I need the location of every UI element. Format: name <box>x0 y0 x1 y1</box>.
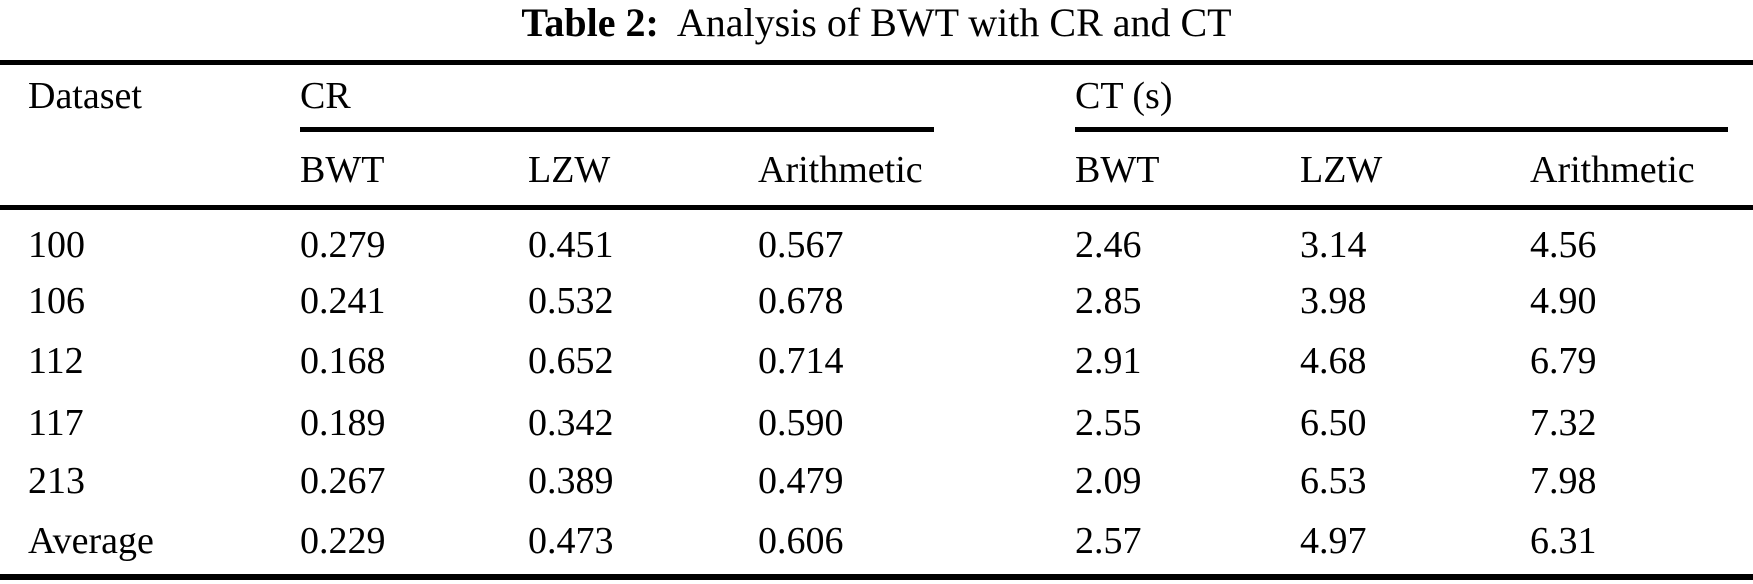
cell-cr-lzw: 0.342 <box>528 402 614 444</box>
table-row: 100 0.279 0.451 0.567 2.46 3.14 4.56 <box>0 224 1753 266</box>
table-row: 117 0.189 0.342 0.590 2.55 6.50 7.32 <box>0 402 1753 444</box>
cell-cr-lzw: 0.451 <box>528 224 614 266</box>
cell-ct-bwt: 2.09 <box>1075 460 1142 502</box>
column-group-header-cr: CR <box>300 75 351 117</box>
cell-ct-arithmetic: 7.32 <box>1530 402 1597 444</box>
cell-cr-lzw: 0.532 <box>528 280 614 322</box>
table-header-group-row: Dataset CR CT (s) <box>0 75 1753 117</box>
cell-cr-arithmetic: 0.479 <box>758 460 844 502</box>
cell-ct-lzw: 6.53 <box>1300 460 1367 502</box>
cell-ct-lzw: 3.98 <box>1300 280 1367 322</box>
cell-ct-bwt: 2.91 <box>1075 340 1142 382</box>
cell-ct-bwt: 2.46 <box>1075 224 1142 266</box>
column-header-dataset: Dataset <box>28 75 142 117</box>
cell-dataset: 100 <box>28 224 85 266</box>
cell-cr-lzw: 0.652 <box>528 340 614 382</box>
cell-cr-bwt: 0.241 <box>300 280 386 322</box>
subheader-cr-lzw: LZW <box>528 149 611 191</box>
cell-ct-bwt: 2.57 <box>1075 520 1142 562</box>
table-caption-label: Table 2: <box>521 0 659 45</box>
cell-cr-bwt: 0.279 <box>300 224 386 266</box>
cell-cr-bwt: 0.168 <box>300 340 386 382</box>
cell-ct-arithmetic: 7.98 <box>1530 460 1597 502</box>
cell-ct-lzw: 6.50 <box>1300 402 1367 444</box>
cell-ct-arithmetic: 4.90 <box>1530 280 1597 322</box>
subheader-ct-bwt: BWT <box>1075 149 1160 191</box>
table-top-rule <box>0 60 1753 65</box>
table-header-rule <box>0 205 1753 210</box>
cell-cr-arithmetic: 0.678 <box>758 280 844 322</box>
table-row: 112 0.168 0.652 0.714 2.91 4.68 6.79 <box>0 340 1753 382</box>
ct-group-underline <box>1075 127 1728 132</box>
cell-ct-arithmetic: 6.31 <box>1530 520 1597 562</box>
cell-cr-lzw: 0.473 <box>528 520 614 562</box>
cell-cr-arithmetic: 0.590 <box>758 402 844 444</box>
cell-cr-lzw: 0.389 <box>528 460 614 502</box>
subheader-ct-arithmetic: Arithmetic <box>1530 149 1695 191</box>
cell-ct-lzw: 4.68 <box>1300 340 1367 382</box>
table-caption-text: Analysis of BWT with CR and CT <box>676 0 1232 45</box>
table-bottom-rule <box>0 574 1753 580</box>
cell-cr-arithmetic: 0.714 <box>758 340 844 382</box>
cell-cr-bwt: 0.189 <box>300 402 386 444</box>
table-row-average: Average 0.229 0.473 0.606 2.57 4.97 6.31 <box>0 520 1753 562</box>
cr-group-underline <box>300 127 934 132</box>
subheader-cr-arithmetic: Arithmetic <box>758 149 923 191</box>
cell-ct-lzw: 3.14 <box>1300 224 1367 266</box>
cell-cr-bwt: 0.267 <box>300 460 386 502</box>
table-row: 213 0.267 0.389 0.479 2.09 6.53 7.98 <box>0 460 1753 502</box>
cell-dataset: 106 <box>28 280 85 322</box>
cell-ct-lzw: 4.97 <box>1300 520 1367 562</box>
cell-dataset: 213 <box>28 460 85 502</box>
cell-ct-arithmetic: 4.56 <box>1530 224 1597 266</box>
cell-ct-bwt: 2.55 <box>1075 402 1142 444</box>
cell-ct-bwt: 2.85 <box>1075 280 1142 322</box>
cell-cr-bwt: 0.229 <box>300 520 386 562</box>
subheader-spacer <box>28 149 300 191</box>
table-row: 106 0.241 0.532 0.678 2.85 3.98 4.90 <box>0 280 1753 322</box>
table-subheader-row: BWT LZW Arithmetic BWT LZW Arithmetic <box>0 149 1753 191</box>
cell-cr-arithmetic: 0.567 <box>758 224 844 266</box>
table-caption: Table 2: Analysis of BWT with CR and CT <box>0 0 1753 48</box>
subheader-ct-lzw: LZW <box>1300 149 1383 191</box>
column-group-header-ct: CT (s) <box>1075 75 1173 117</box>
cell-dataset: 117 <box>28 402 84 444</box>
cell-dataset: Average <box>28 520 154 562</box>
cell-cr-arithmetic: 0.606 <box>758 520 844 562</box>
cell-ct-arithmetic: 6.79 <box>1530 340 1597 382</box>
cell-dataset: 112 <box>28 340 84 382</box>
subheader-cr-bwt: BWT <box>300 149 385 191</box>
